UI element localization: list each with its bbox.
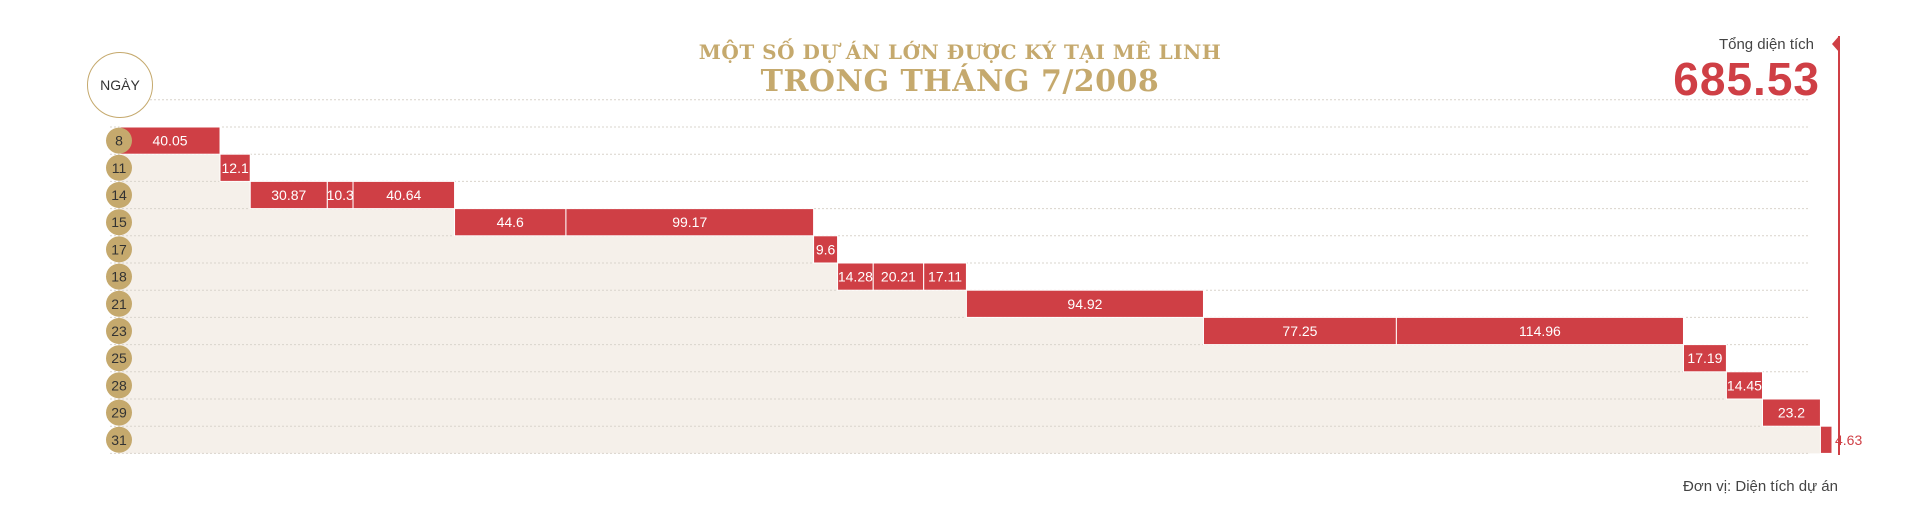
day-badge	[106, 372, 132, 399]
total-label: Tổng diện tích	[1718, 36, 1814, 53]
day-label: 21	[111, 296, 127, 312]
bar-segment	[326, 180, 354, 210]
bar-segment	[965, 289, 1204, 318]
day-label: 18	[111, 269, 127, 285]
day-label: 23	[111, 323, 127, 339]
bar-segment	[454, 208, 567, 237]
day-label: 29	[111, 405, 127, 421]
total-value: 685.53	[1673, 53, 1820, 105]
bar-value-label: 30.87	[271, 187, 306, 203]
bar-segment	[923, 262, 967, 291]
bar-value-label: 40.64	[386, 187, 421, 203]
bar-value-label: 114.96	[1519, 323, 1561, 339]
bar-value-label: 23.2	[1778, 405, 1805, 421]
bar-segment	[249, 180, 328, 210]
bar-segment	[219, 153, 251, 182]
day-badge	[106, 399, 132, 426]
unit-note: Đơn vị: Diện tích dự án	[1683, 478, 1838, 495]
day-label: 28	[111, 377, 127, 393]
day-badge	[106, 426, 132, 453]
chart-title-line1: MỘT SỐ DỰ ÁN LỚN ĐƯỢC KÝ TẠI MÊ LINH	[698, 40, 1222, 64]
day-label: 17	[111, 241, 127, 257]
bar-value-label: 17.19	[1687, 350, 1722, 366]
bar-segment	[565, 208, 815, 237]
bar-value-label: 17.11	[928, 269, 962, 285]
bar-segment	[1819, 425, 1833, 454]
day-badge	[106, 209, 132, 236]
bar-value-label: 40.05	[152, 133, 187, 149]
bar-segment	[1395, 316, 1684, 346]
bar-segment	[837, 262, 874, 291]
bar-segment	[1682, 344, 1727, 373]
day-label: 8	[115, 133, 123, 149]
bar-value-label: 94.92	[1067, 296, 1102, 312]
chart-title-line2: TRONG THÁNG 7/2008	[760, 64, 1160, 99]
day-axis-header: NGÀY	[87, 52, 153, 118]
bar-segment	[119, 126, 221, 155]
bar-segment	[1761, 398, 1821, 427]
bar-value-label: 4.63	[1835, 432, 1862, 448]
day-badge	[106, 154, 132, 181]
day-badge	[106, 127, 132, 154]
day-label: 31	[111, 432, 127, 448]
day-label: 14	[111, 187, 127, 203]
day-label: 15	[111, 214, 127, 230]
bar-value-label: 77.25	[1282, 323, 1317, 339]
bar-value-label: 20.21	[881, 269, 916, 285]
day-badge	[106, 290, 132, 317]
bar-segment	[872, 262, 925, 291]
day-badge	[106, 182, 132, 208]
bar-value-label: 44.6	[497, 214, 524, 230]
bar-value-label: 99.17	[672, 214, 707, 230]
day-label: 11	[112, 160, 127, 176]
day-axis-header-label: NGÀY	[100, 77, 140, 93]
bar-value-label: 9.6	[816, 241, 836, 257]
bar-segment	[813, 235, 839, 264]
bar-segment	[352, 180, 456, 210]
day-badge	[106, 345, 132, 372]
day-badge	[106, 318, 132, 344]
day-label: 25	[111, 350, 127, 366]
bar-segment	[1725, 371, 1763, 400]
total-marker-arrow	[1832, 36, 1839, 52]
day-badge	[106, 263, 132, 290]
bar-value-label: 12.1	[222, 160, 249, 176]
bar-value-label: 14.45	[1727, 377, 1762, 393]
day-badge	[106, 236, 132, 263]
bar-value-label: 10.3	[327, 187, 354, 203]
bar-value-label: 14.28	[838, 269, 873, 285]
